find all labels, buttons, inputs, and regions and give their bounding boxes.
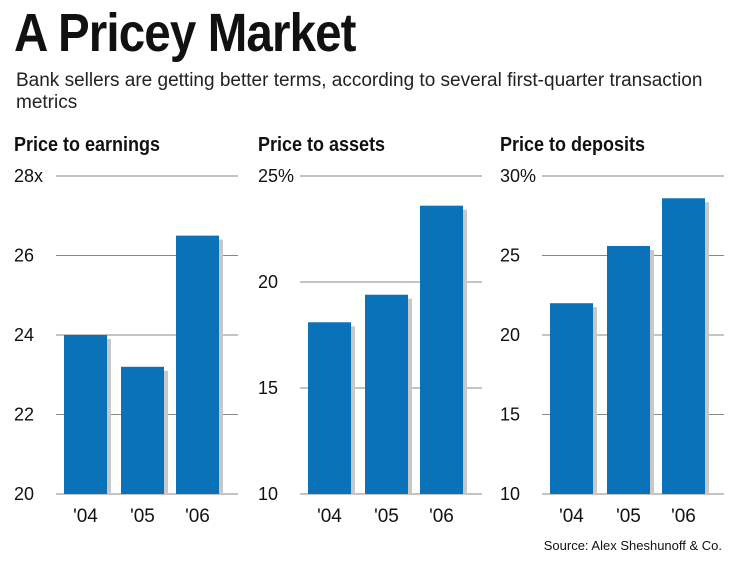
y-tick-label: 25	[500, 246, 520, 266]
x-tick-label: '06	[185, 506, 210, 527]
chart-price-to-deposits: 10 15 20 25 30% '04 '05 '06	[500, 166, 724, 527]
x-tick-label: '04	[559, 506, 584, 527]
x-tick-label: '05	[616, 506, 641, 527]
panel-title: Price to assets	[258, 134, 386, 156]
panel-title: Price to deposits	[500, 134, 646, 156]
panel-title: Price to earnings	[14, 134, 161, 156]
chart-price-to-assets: 10 15 20 25% '04 '05 '06	[258, 166, 482, 527]
bar-05	[121, 366, 164, 494]
y-tick-label: 26	[14, 246, 34, 266]
x-tick-label: '04	[73, 506, 98, 527]
panel-price-to-assets: Price to assets 10 15 20 25% '04 '05 '06	[258, 130, 498, 530]
bar-06	[176, 235, 219, 494]
y-tick-label: 10	[500, 484, 520, 504]
bar-06	[662, 198, 705, 494]
y-tick-label: 22	[14, 405, 34, 425]
y-tick-label: 20	[258, 272, 278, 292]
source-note: Source: Alex Sheshunoff & Co.	[543, 538, 722, 553]
bar-04	[550, 303, 593, 494]
y-tick-label: 30%	[500, 166, 536, 186]
y-tick-label: 20	[14, 484, 34, 504]
chart-price-to-earnings: 20 22 24 26 28x '04 '05 '06	[14, 166, 238, 527]
x-tick-label: '05	[374, 506, 399, 527]
y-tick-label: 20	[500, 325, 520, 345]
bar-05	[365, 294, 408, 494]
panel-price-to-deposits: Price to deposits 10 15 20 25 30% '04 '05 '06	[500, 130, 740, 530]
x-tick-label: '05	[130, 506, 155, 527]
y-tick-label: 24	[14, 325, 34, 345]
y-tick-label: 15	[258, 378, 278, 398]
bar-05	[607, 245, 650, 494]
bar-06	[420, 205, 463, 494]
chart-subtitle: Bank sellers are getting better terms, a…	[16, 70, 703, 113]
x-tick-label: '06	[429, 506, 454, 527]
x-tick-label: '06	[671, 506, 696, 527]
y-tick-label: 25%	[258, 166, 294, 186]
chart-title: A Pricey Market	[14, 3, 357, 63]
y-tick-label: 10	[258, 484, 278, 504]
y-tick-label: 15	[500, 405, 520, 425]
panel-price-to-earnings: Price to earnings 20 22 24 26 28x '04 '05 '06	[14, 130, 254, 530]
y-tick-label: 28x	[14, 166, 43, 186]
x-tick-label: '04	[317, 506, 342, 527]
bar-04	[308, 322, 351, 494]
bar-04	[64, 335, 107, 494]
